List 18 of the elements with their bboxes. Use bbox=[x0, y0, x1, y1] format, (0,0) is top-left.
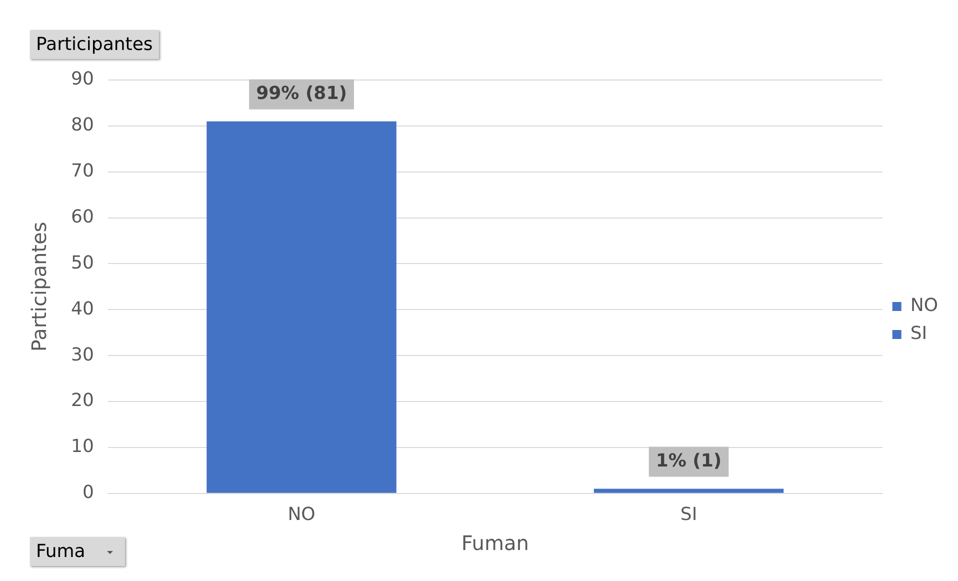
y-tick-label: 10 bbox=[71, 436, 94, 458]
x-axis-title: Fuman bbox=[461, 531, 529, 556]
y-tick-label: 50 bbox=[71, 252, 94, 274]
data-label: 1% (1) bbox=[656, 450, 722, 472]
legend-label: SI bbox=[910, 323, 928, 344]
y-tick-label: 30 bbox=[71, 344, 94, 366]
y-tick-label: 0 bbox=[82, 482, 94, 504]
y-axis-title: Participantes bbox=[27, 222, 52, 352]
y-tick-label: 70 bbox=[71, 160, 94, 182]
y-tick-label: 40 bbox=[71, 298, 94, 320]
y-tick-label: 80 bbox=[71, 114, 94, 136]
y-tick-label: 20 bbox=[71, 390, 94, 412]
text: Participantes bbox=[36, 34, 153, 55]
y-tick-label: 90 bbox=[71, 68, 94, 90]
legend-label: NO bbox=[910, 295, 938, 316]
data-label: 99% (81) bbox=[256, 83, 347, 104]
y-tick-label: 60 bbox=[71, 206, 94, 228]
text: Fuma bbox=[36, 541, 86, 562]
